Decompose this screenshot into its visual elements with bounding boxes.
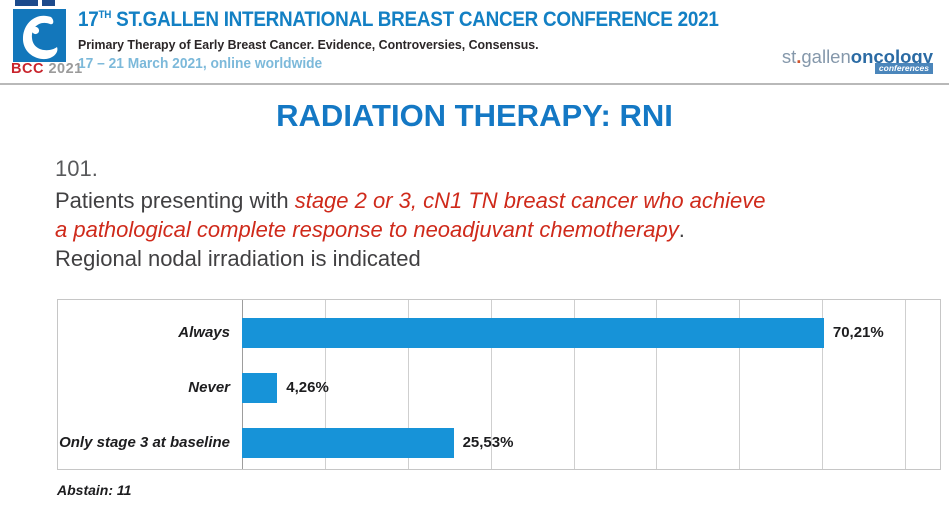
bar-category-label: Never	[188, 379, 230, 396]
question-block: 101. Patients presenting with stage 2 or…	[55, 154, 766, 273]
bar-track: 4,26%	[242, 372, 940, 403]
bcc-text: BCC	[11, 61, 44, 77]
question-text-black: .	[678, 217, 685, 242]
conference-title-rest: ST.GALLEN INTERNATIONAL BREAST CANCER CO…	[111, 8, 719, 31]
bar-category-label: Always	[178, 324, 230, 341]
question-text-black: Patients presenting with	[55, 188, 295, 213]
question-number: 101.	[55, 156, 98, 181]
poll-results-chart: Always 70,21% Never 4,26% Only stage 3 at ba…	[57, 299, 941, 470]
breast-drop-icon	[13, 9, 66, 62]
chart-gridline	[822, 300, 824, 469]
bar-value-label: 25,53%	[462, 434, 514, 451]
conferences-badge: conferences	[874, 63, 933, 74]
chart-gridline	[490, 300, 492, 469]
bcc-logo-caption: BCC 2021	[11, 61, 83, 77]
bar-value-label: 70,21%	[832, 324, 884, 341]
header-divider	[0, 83, 949, 85]
video-artifact-bar	[42, 0, 55, 6]
question-text-red: a pathological complete response to neoa…	[55, 217, 679, 242]
chart-row: Never 4,26%	[58, 360, 940, 415]
sg-logo-oncology: oncology	[850, 46, 933, 67]
chart-rows: Always 70,21% Never 4,26% Only stage 3 at ba…	[58, 300, 940, 469]
conference-title: 17TH ST.GALLEN INTERNATIONAL BREAST CANC…	[78, 8, 719, 32]
chart-gridline	[656, 300, 658, 469]
bar-category-label: Only stage 3 at baseline	[59, 434, 230, 451]
question-line-3: Regional nodal irradiation is indicated	[55, 246, 421, 271]
question-text-red: stage 2 or 3, cN1 TN breast cancer who a…	[294, 188, 766, 213]
bar	[242, 317, 824, 348]
video-artifact-bar	[15, 0, 38, 6]
chart-gridline	[573, 300, 575, 469]
bar-value-label: 4,26%	[286, 379, 329, 396]
sg-logo-dot: .	[796, 46, 802, 67]
chart-gridline	[407, 300, 409, 469]
sg-logo-gallen: gallen	[801, 46, 851, 67]
bar	[242, 372, 278, 403]
stgallen-oncology-logo: st.gallenoncology conferences	[781, 46, 933, 74]
bcc-logo	[13, 9, 66, 62]
conference-title-ordinal: TH	[98, 9, 112, 21]
conference-subtitle: Primary Therapy of Early Breast Cancer. …	[78, 37, 539, 52]
bar	[242, 427, 454, 458]
chart-gridline	[324, 300, 326, 469]
chart-gridline	[905, 300, 906, 469]
bcc-year: 2021	[48, 61, 83, 77]
page-title: RADIATION THERAPY: RNI	[276, 98, 673, 133]
sg-logo-st: st	[781, 46, 797, 67]
bar-track: 70,21%	[242, 317, 940, 348]
conference-title-number: 17	[78, 8, 99, 31]
chart-gridline	[739, 300, 741, 469]
chart-row: Always 70,21%	[58, 305, 940, 360]
abstain-footnote: Abstain: 11	[57, 482, 132, 498]
question-line-2: a pathological complete response to neoa…	[55, 215, 766, 244]
conference-dates: 17 – 21 March 2021, online worldwide	[78, 56, 323, 72]
question-line-1: Patients presenting with stage 2 or 3, c…	[55, 186, 766, 215]
chart-row: Only stage 3 at baseline 25,53%	[58, 415, 940, 470]
bar-track: 25,53%	[242, 427, 940, 458]
